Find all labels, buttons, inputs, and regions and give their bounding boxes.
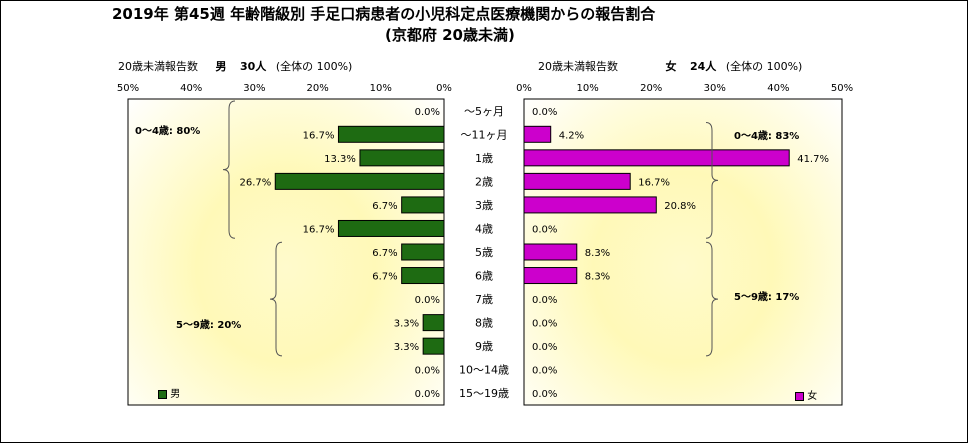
category-label: 8歳 xyxy=(475,317,493,330)
right-value-label: 8.3% xyxy=(585,272,610,283)
right-value-label: 0.0% xyxy=(532,319,557,330)
left-value-label: 13.3% xyxy=(324,154,356,165)
category-label: 1歳 xyxy=(475,152,493,165)
right-legend: 女 xyxy=(795,387,817,402)
left-legend-label: 男 xyxy=(170,389,181,400)
category-label: 3歳 xyxy=(475,199,493,212)
left-tick-label: 50% xyxy=(117,83,139,94)
right-bar xyxy=(523,125,552,143)
left-tick-label: 40% xyxy=(180,83,202,94)
category-label: 7歳 xyxy=(475,293,493,306)
left-legend-swatch xyxy=(158,389,167,399)
left-tick-label: 30% xyxy=(243,83,265,94)
category-label: 10～14歳 xyxy=(459,364,509,377)
left-bar xyxy=(359,149,445,167)
chart-title: 2019年 第45週 年齢階級別 手足口病患者の小児科定点医療機関からの報告割合 xyxy=(112,5,656,23)
right-tick-label: 0% xyxy=(516,83,532,94)
left-value-label: 3.3% xyxy=(394,319,419,330)
right-tick-label: 50% xyxy=(831,83,853,94)
right-value-label: 0.0% xyxy=(532,389,557,400)
right-bar xyxy=(523,267,578,285)
right-legend-label: 女 xyxy=(807,391,818,402)
left-tick-label: 0% xyxy=(436,83,452,94)
left-legend: 男 xyxy=(158,385,180,400)
right-caption-sex: 女 xyxy=(665,60,677,73)
left-bar xyxy=(422,314,445,332)
left-value-label: 3.3% xyxy=(394,342,419,353)
left-value-label: 0.0% xyxy=(415,366,440,377)
left-group-label-0-4: 0～4歳: 80% xyxy=(135,126,201,137)
left-bar xyxy=(337,219,445,237)
category-label: 2歳 xyxy=(475,175,493,188)
right-value-label: 0.0% xyxy=(532,295,557,306)
right-tick-label: 40% xyxy=(767,83,789,94)
right-value-label: 4.2% xyxy=(559,130,584,141)
left-value-label: 6.7% xyxy=(372,272,397,283)
right-value-label: 0.0% xyxy=(532,224,557,235)
left-bar xyxy=(401,196,445,214)
category-label: ～5ヶ月 xyxy=(464,105,504,118)
left-caption: 20歳未満報告数 男 30人 (全体の 100%) xyxy=(118,58,352,74)
right-value-label: 0.0% xyxy=(532,366,557,377)
right-tick-label: 30% xyxy=(704,83,726,94)
left-tick-label: 20% xyxy=(306,83,328,94)
left-value-label: 16.7% xyxy=(303,224,335,235)
right-caption-count: 24人 xyxy=(690,60,717,73)
left-caption-total: (全体の 100%) xyxy=(275,60,353,73)
category-label: 6歳 xyxy=(475,270,493,283)
right-bar xyxy=(523,243,578,261)
right-caption: 20歳未満報告数 女 24人 (全体の 100%) xyxy=(538,58,802,74)
left-tick-label: 10% xyxy=(370,83,392,94)
left-caption-prefix: 20歳未満報告数 xyxy=(118,60,198,73)
left-value-label: 0.0% xyxy=(415,389,440,400)
right-value-label: 20.8% xyxy=(664,201,696,212)
left-value-label: 6.7% xyxy=(372,248,397,259)
right-bar xyxy=(523,149,790,167)
right-tick-label: 10% xyxy=(576,83,598,94)
right-caption-prefix: 20歳未満報告数 xyxy=(538,60,618,73)
left-group-label-5-9: 5～9歳: 20% xyxy=(176,320,242,331)
left-value-label: 6.7% xyxy=(372,201,397,212)
right-bracket-5-9 xyxy=(705,241,719,357)
right-bar xyxy=(523,172,631,190)
left-bar xyxy=(274,172,445,190)
left-bracket-5-9 xyxy=(269,241,283,357)
right-group-label-0-4: 0～4歳: 83% xyxy=(734,131,800,142)
left-bracket-0-4 xyxy=(222,100,236,239)
left-bar xyxy=(422,337,445,355)
category-label: 15～19歳 xyxy=(459,387,509,400)
right-value-label: 16.7% xyxy=(638,177,670,188)
right-tick-label: 20% xyxy=(640,83,662,94)
left-caption-count: 30人 xyxy=(240,60,267,73)
right-value-label: 41.7% xyxy=(797,154,829,165)
category-label: 9歳 xyxy=(475,340,493,353)
left-value-label: 26.7% xyxy=(239,177,271,188)
right-caption-total: (全体の 100%) xyxy=(725,60,803,73)
left-value-label: 0.0% xyxy=(415,107,440,118)
category-label: 4歳 xyxy=(475,222,493,235)
left-caption-sex: 男 xyxy=(215,60,227,73)
left-bar xyxy=(337,125,445,143)
category-label: 5歳 xyxy=(475,246,493,259)
left-bar xyxy=(401,267,445,285)
chart-subtitle: (京都府 20歳未満) xyxy=(385,26,515,44)
right-legend-swatch xyxy=(795,391,804,401)
right-bar xyxy=(523,196,657,214)
right-value-label: 0.0% xyxy=(532,342,557,353)
left-value-label: 0.0% xyxy=(415,295,440,306)
left-bar xyxy=(401,243,445,261)
left-value-label: 16.7% xyxy=(303,130,335,141)
right-group-label-5-9: 5～9歳: 17% xyxy=(734,292,800,303)
right-value-label: 8.3% xyxy=(585,248,610,259)
right-bracket-0-4 xyxy=(705,122,719,239)
right-value-label: 0.0% xyxy=(532,107,557,118)
category-label: ～11ヶ月 xyxy=(461,128,508,141)
